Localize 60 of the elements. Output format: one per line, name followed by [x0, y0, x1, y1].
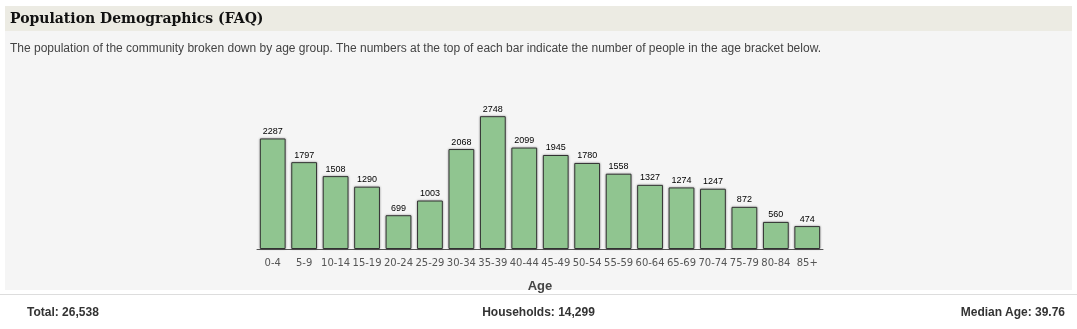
- data-label: 1558: [608, 161, 629, 172]
- text: Households: 14,299: [482, 305, 595, 319]
- bar: [700, 188, 726, 249]
- data-label: 1508: [325, 163, 346, 174]
- x-tick-label: 25-29: [415, 256, 445, 268]
- bar: [259, 138, 286, 249]
- bar: [731, 206, 758, 249]
- x-tick-label: 80-84: [761, 256, 791, 268]
- bar: [637, 184, 663, 249]
- bar: [542, 154, 569, 249]
- x-tick-label: 0-4: [264, 256, 281, 268]
- bar: [291, 162, 318, 249]
- data-label: 1945: [545, 142, 566, 153]
- data-label: 1327: [640, 172, 661, 183]
- bar: [479, 116, 506, 249]
- data-label: 1003: [419, 188, 440, 199]
- data-label: 560: [768, 209, 784, 220]
- x-axis-title: Age: [527, 278, 553, 293]
- x-tick-label: 10-14: [321, 256, 351, 268]
- data-label: 699: [390, 202, 407, 213]
- data-label: 1247: [702, 176, 723, 187]
- data-label: 1797: [294, 149, 315, 160]
- data-label: 1290: [357, 174, 378, 185]
- data-label: 872: [736, 194, 752, 205]
- bar: [794, 226, 821, 249]
- x-tick-label: 35-39: [478, 256, 508, 268]
- text: Population Demographics (FAQ): [5, 6, 1072, 31]
- x-tick-label: 70-74: [698, 256, 728, 268]
- data-label: 2068: [451, 136, 472, 147]
- x-tick-label: 20-24: [383, 256, 414, 268]
- text: Total: 26,538: [27, 305, 99, 319]
- bar: [511, 147, 538, 249]
- x-tick-label: 15-19: [352, 256, 382, 268]
- bar: [574, 162, 601, 249]
- bar: [322, 176, 349, 249]
- x-tick-label: 30-34: [446, 256, 476, 268]
- bar: [762, 221, 789, 249]
- bar: [354, 186, 380, 249]
- x-tick-label: 40-44: [509, 256, 539, 268]
- x-tick-label: 50-54: [572, 256, 602, 268]
- data-label: 2748: [482, 103, 503, 114]
- bar: [385, 215, 412, 249]
- x-tick-label: 60-64: [635, 256, 665, 268]
- x-tick-label: 65-69: [666, 256, 697, 268]
- x-tick-label: 5-9: [295, 256, 313, 268]
- bar: [605, 173, 632, 249]
- x-tick-label: 75-79: [729, 256, 759, 268]
- x-tick-label: 85+: [796, 256, 818, 268]
- data-label: 2099: [514, 135, 535, 146]
- data-label: 474: [799, 213, 815, 224]
- bar: [448, 149, 475, 249]
- chart-subtitle: The population of the community broken down by age group. The numbers at the top of each bar indicate the number of people in the age bracket below.: [10, 41, 821, 55]
- bar: [668, 187, 695, 249]
- x-tick-label: 55-59: [604, 256, 634, 268]
- data-label: 1274: [671, 174, 692, 185]
- bar: [417, 200, 443, 249]
- data-label: 1780: [577, 150, 598, 161]
- text: Median Age: 39.76: [960, 305, 1065, 319]
- x-tick-label: 45-49: [541, 256, 571, 268]
- data-label: 2287: [262, 125, 283, 136]
